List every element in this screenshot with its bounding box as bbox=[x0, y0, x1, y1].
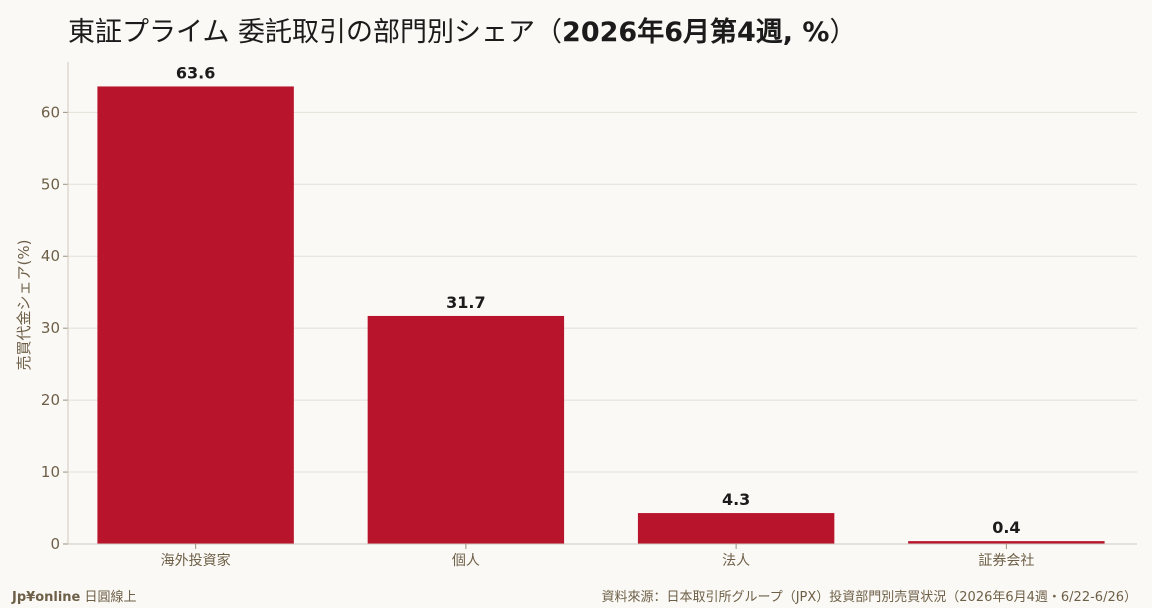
bar bbox=[908, 541, 1105, 544]
bar bbox=[637, 513, 835, 544]
y-tick-label: 20 bbox=[41, 391, 60, 409]
bar bbox=[367, 315, 565, 544]
brand-suffix: 日圓線上 bbox=[84, 590, 137, 605]
chart-title-paren-open: （ bbox=[535, 17, 563, 48]
bar-value-label: 63.6 bbox=[176, 63, 215, 82]
bar bbox=[97, 86, 294, 544]
axes: 0 10 20 30 40 50 60 海外投資家 個人 法人 証券会社 bbox=[41, 62, 1137, 569]
bars: 63.6 31.7 4.3 0.4 bbox=[97, 63, 1105, 544]
y-tick-label: 10 bbox=[41, 463, 60, 481]
x-tick-label: 証券会社 bbox=[978, 553, 1034, 569]
y-axis-label: 売買代金シェア(%) bbox=[15, 240, 33, 371]
x-tick-label: 個人 bbox=[452, 553, 480, 569]
brand-name: Jp¥online bbox=[12, 590, 81, 605]
chart-title-main: 東証プライム 委託取引の部門別シェア bbox=[68, 17, 536, 48]
y-tick-label: 0 bbox=[50, 535, 60, 553]
bar-value-label: 0.4 bbox=[992, 518, 1020, 537]
chart-title: 東証プライム 委託取引の部門別シェア（2026年6月第4週, %） bbox=[68, 10, 856, 49]
x-tick-label: 法人 bbox=[722, 553, 750, 569]
y-tick-label: 30 bbox=[41, 319, 60, 337]
y-tick-label: 40 bbox=[41, 247, 60, 265]
footer-brand: Jp¥online 日圓線上 bbox=[12, 586, 137, 605]
chart-title-paren-close: ） bbox=[829, 17, 857, 48]
x-tick-label: 海外投資家 bbox=[161, 552, 231, 569]
y-tick-label: 60 bbox=[41, 103, 60, 121]
bar-value-label: 4.3 bbox=[722, 490, 750, 509]
y-tick-label: 50 bbox=[41, 175, 60, 193]
bar-value-label: 31.7 bbox=[446, 293, 485, 312]
footer-source: 資料來源：日本取引所グループ（JPX）投資部門別売買状況（2026年6月4週・6… bbox=[601, 590, 1137, 605]
chart-title-period: 2026年6月第4週, % bbox=[562, 17, 830, 48]
